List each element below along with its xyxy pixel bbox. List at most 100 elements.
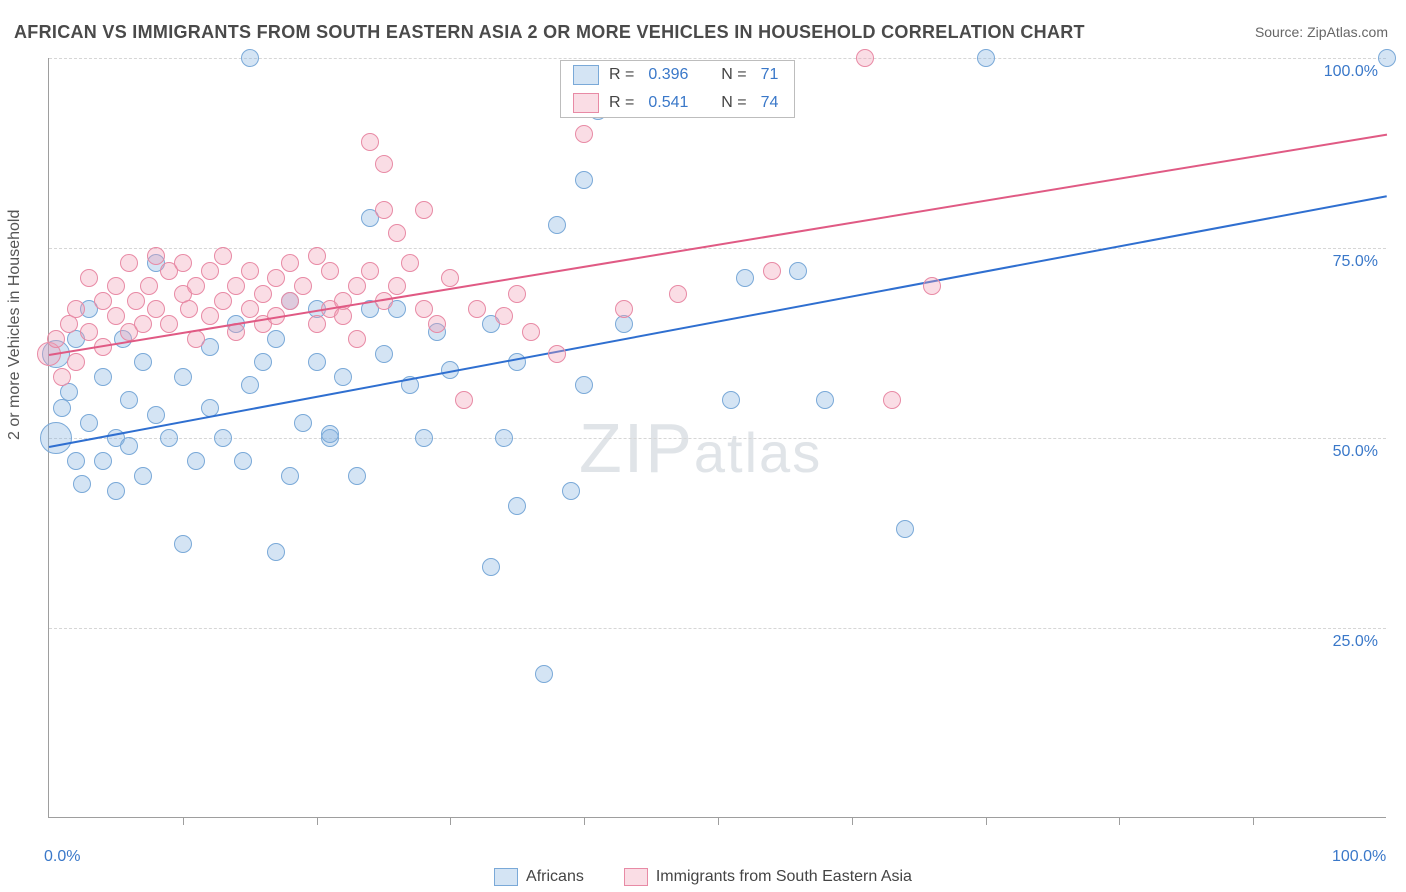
chart-title: AFRICAN VS IMMIGRANTS FROM SOUTH EASTERN… bbox=[14, 22, 1085, 43]
sea-point bbox=[455, 391, 473, 409]
y-tick-label: 50.0% bbox=[1333, 443, 1378, 461]
watermark-atlas: atlas bbox=[694, 421, 822, 484]
sea-point bbox=[308, 315, 326, 333]
sea-point bbox=[214, 247, 232, 265]
sea-point bbox=[80, 269, 98, 287]
stats-R-value-africans: 0.396 bbox=[648, 66, 688, 84]
sea-point bbox=[201, 262, 219, 280]
sea-point bbox=[348, 277, 366, 295]
stats-swatch-africans bbox=[573, 65, 599, 85]
x-tick bbox=[986, 817, 987, 825]
sea-point bbox=[120, 254, 138, 272]
africans-point bbox=[736, 269, 754, 287]
africans-point bbox=[548, 216, 566, 234]
africans-point bbox=[160, 429, 178, 447]
stats-N-label: N = bbox=[721, 66, 746, 84]
africans-point bbox=[482, 558, 500, 576]
sea-point bbox=[174, 254, 192, 272]
sea-point bbox=[147, 300, 165, 318]
africans-point bbox=[575, 376, 593, 394]
gridline-h bbox=[49, 248, 1386, 249]
stats-N-label: N = bbox=[721, 94, 746, 112]
x-tick bbox=[718, 817, 719, 825]
africans-point bbox=[1378, 49, 1396, 67]
sea-point bbox=[348, 330, 366, 348]
africans-point bbox=[94, 452, 112, 470]
sea-point bbox=[361, 262, 379, 280]
africans-point bbox=[241, 49, 259, 67]
africans-point bbox=[40, 422, 72, 454]
sea-point bbox=[241, 262, 259, 280]
sea-point bbox=[187, 330, 205, 348]
africans-point bbox=[267, 330, 285, 348]
sea-point bbox=[53, 368, 71, 386]
sea-point bbox=[180, 300, 198, 318]
africans-point bbox=[267, 543, 285, 561]
x-tick-label: 100.0% bbox=[1332, 848, 1386, 866]
x-tick bbox=[852, 817, 853, 825]
africans-point bbox=[107, 482, 125, 500]
sea-point bbox=[67, 353, 85, 371]
sea-point bbox=[375, 155, 393, 173]
africans-point bbox=[508, 497, 526, 515]
sea-point bbox=[856, 49, 874, 67]
y-axis-title: 2 or more Vehicles in Household bbox=[6, 210, 24, 440]
sea-point bbox=[281, 292, 299, 310]
sea-point bbox=[80, 323, 98, 341]
africans-point bbox=[575, 171, 593, 189]
stats-box: R =0.396 N =71R =0.541 N =74 bbox=[560, 60, 795, 118]
africans-point bbox=[977, 49, 995, 67]
gridline-h bbox=[49, 438, 1386, 439]
sea-point bbox=[321, 262, 339, 280]
legend-label-sea: Immigrants from South Eastern Asia bbox=[656, 868, 912, 886]
africans-point bbox=[495, 429, 513, 447]
sea-point bbox=[415, 300, 433, 318]
africans-point bbox=[321, 425, 339, 443]
sea-point bbox=[187, 277, 205, 295]
africans-point bbox=[348, 467, 366, 485]
africans-point bbox=[508, 353, 526, 371]
sea-point bbox=[227, 277, 245, 295]
sea-point bbox=[575, 125, 593, 143]
sea-point bbox=[67, 300, 85, 318]
x-tick bbox=[1253, 817, 1254, 825]
legend-label-africans: Africans bbox=[526, 868, 584, 886]
africans-point bbox=[254, 353, 272, 371]
africans-point bbox=[120, 391, 138, 409]
stats-N-value-sea: 74 bbox=[761, 94, 779, 112]
legend-swatch-sea bbox=[624, 868, 648, 886]
africans-point bbox=[134, 467, 152, 485]
africans-point bbox=[174, 368, 192, 386]
stats-R-label: R = bbox=[609, 94, 634, 112]
africans-point bbox=[896, 520, 914, 538]
africans-point bbox=[789, 262, 807, 280]
africans-point bbox=[187, 452, 205, 470]
gridline-h bbox=[49, 628, 1386, 629]
y-tick-label: 75.0% bbox=[1333, 253, 1378, 271]
sea-point bbox=[763, 262, 781, 280]
sea-point bbox=[495, 307, 513, 325]
sea-point bbox=[267, 269, 285, 287]
legend-swatch-africans bbox=[494, 868, 518, 886]
legend-bottom: Africans Immigrants from South Eastern As… bbox=[0, 868, 1406, 886]
sea-point bbox=[107, 277, 125, 295]
x-tick bbox=[450, 817, 451, 825]
legend-item-sea: Immigrants from South Eastern Asia bbox=[624, 868, 912, 886]
africans-point bbox=[147, 406, 165, 424]
sea-point bbox=[923, 277, 941, 295]
sea-point bbox=[522, 323, 540, 341]
y-tick-label: 25.0% bbox=[1333, 633, 1378, 651]
sea-point bbox=[388, 277, 406, 295]
africans-point bbox=[134, 353, 152, 371]
africans-point bbox=[535, 665, 553, 683]
x-tick bbox=[584, 817, 585, 825]
x-tick bbox=[183, 817, 184, 825]
sea-point bbox=[401, 254, 419, 272]
sea-point bbox=[107, 307, 125, 325]
sea-point bbox=[160, 315, 178, 333]
sea-point bbox=[47, 330, 65, 348]
africans-point bbox=[308, 353, 326, 371]
y-tick-label: 100.0% bbox=[1324, 63, 1378, 81]
sea-point bbox=[127, 292, 145, 310]
plot-area: ZIPatlas 25.0%50.0%75.0%100.0% bbox=[48, 58, 1386, 818]
